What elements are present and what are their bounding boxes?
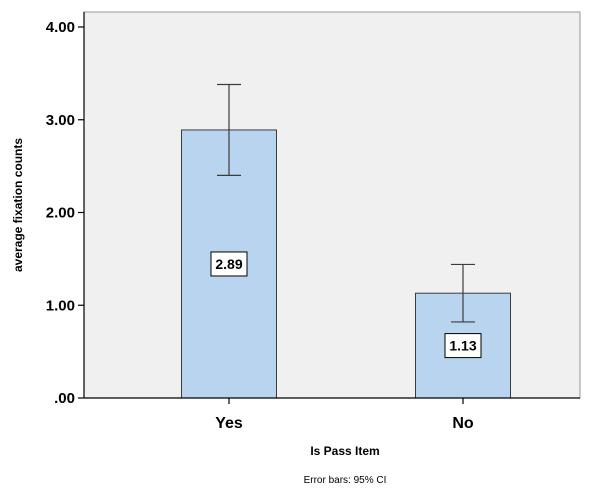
y-tick-label: .00 xyxy=(54,390,75,407)
error-bar-yes xyxy=(217,83,241,176)
x-axis-title: Is Pass Item xyxy=(310,444,379,458)
x-ticks-layer: Yes No xyxy=(215,398,474,432)
y-tick-label: 3.00 xyxy=(46,112,75,129)
y-axis-title: average fixation counts xyxy=(11,138,25,272)
x-tick-label-no: No xyxy=(452,415,474,432)
data-label-text: 2.89 xyxy=(215,256,242,272)
y-ticks-layer: .00 1.00 2.00 3.00 4.00 xyxy=(46,19,84,407)
data-label-box xyxy=(444,333,482,359)
data-label-text: 1.13 xyxy=(449,338,476,354)
y-tick-label: 1.00 xyxy=(46,297,75,314)
error-bar-no xyxy=(451,263,475,323)
y-tick-label: 2.00 xyxy=(46,205,75,222)
data-labels-layer: 2.89 1.13 xyxy=(210,251,482,359)
error-bars-footnote: Error bars: 95% CI xyxy=(304,475,387,486)
data-label-yes: 2.89 xyxy=(210,251,248,277)
error-bars-layer xyxy=(217,83,475,323)
x-tick-label-yes: Yes xyxy=(215,415,243,432)
y-tick-label: 4.00 xyxy=(46,19,75,36)
data-label-box xyxy=(210,251,248,277)
data-label-no: 1.13 xyxy=(444,333,482,359)
